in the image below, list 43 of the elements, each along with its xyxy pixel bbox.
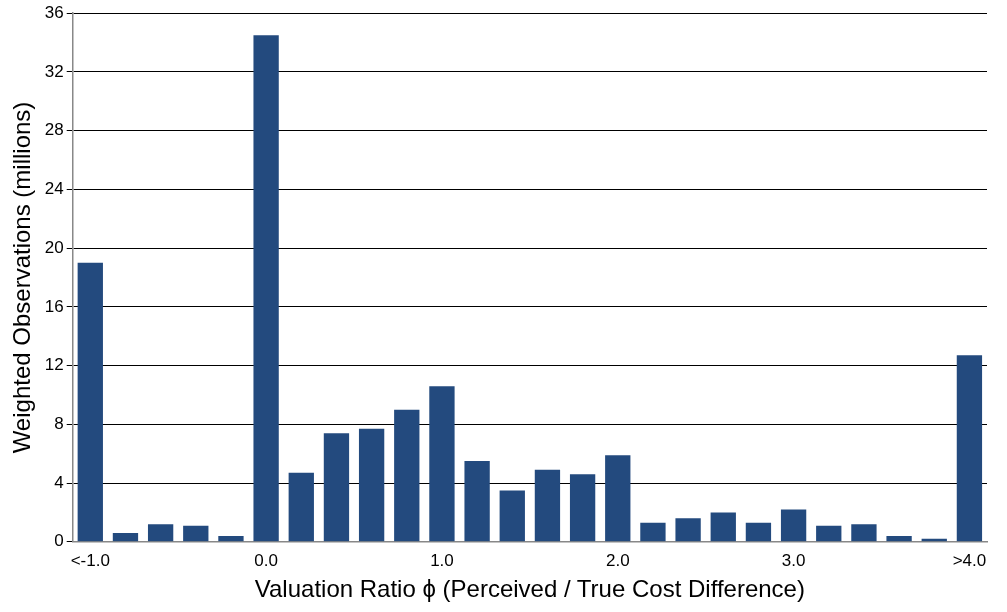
bar [288, 472, 314, 542]
bar [956, 355, 983, 542]
bar [147, 524, 174, 542]
x-tick-label: 0.0 [254, 550, 278, 570]
bar [499, 490, 525, 542]
bar [780, 509, 807, 542]
bar [816, 525, 842, 542]
bar [394, 409, 420, 542]
x-tick-label: <-1.0 [70, 550, 110, 570]
bar [253, 35, 279, 542]
bar [745, 522, 772, 542]
bar [429, 386, 455, 542]
x-axis-title: Valuation Ratio ϕ (Perceived / True Cost Difference) [254, 575, 805, 603]
bar [640, 522, 666, 542]
y-tick-label: 4 [54, 472, 64, 492]
y-tick-label: 16 [44, 296, 64, 316]
bar [675, 518, 701, 542]
bar [851, 524, 877, 542]
y-tick-label: 36 [44, 2, 64, 22]
bar [218, 535, 244, 542]
x-tick-label: >4.0 [952, 550, 987, 570]
y-tick-label: 32 [44, 61, 64, 81]
bar [77, 262, 103, 542]
y-tick-label: 28 [44, 120, 64, 140]
bar [358, 428, 385, 542]
bar [886, 535, 912, 542]
bar [710, 512, 736, 542]
x-tick-label: 1.0 [430, 550, 454, 570]
x-tick-label: 2.0 [605, 550, 630, 570]
y-tick-label: 20 [44, 237, 64, 257]
y-tick-label: 24 [44, 179, 64, 199]
x-tick-label: 3.0 [781, 550, 806, 570]
y-tick-label: 0 [54, 531, 64, 551]
bar [323, 433, 350, 542]
y-tick-label: 8 [54, 414, 64, 434]
bar [605, 455, 631, 542]
bar [534, 469, 561, 542]
bar [112, 532, 139, 542]
bar [569, 474, 596, 542]
bar [183, 525, 209, 542]
y-axis-title: Weighted Observations (millions) [8, 101, 36, 454]
bar [464, 461, 490, 542]
y-tick-label: 12 [44, 355, 64, 375]
